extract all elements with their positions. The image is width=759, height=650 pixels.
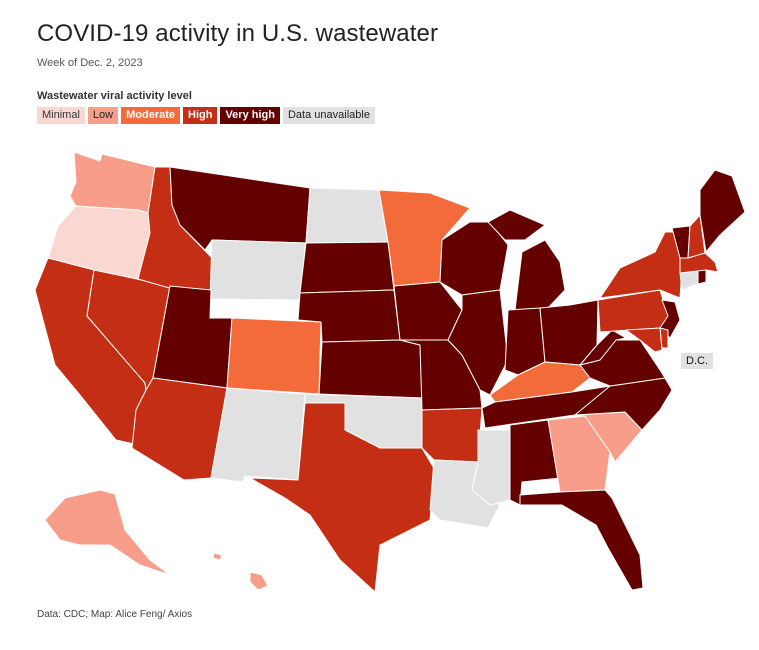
dc-label: D.C. xyxy=(681,353,713,369)
state-SD[interactable] xyxy=(299,241,395,294)
state-AZ[interactable] xyxy=(131,377,228,481)
state-MI-upper[interactable] xyxy=(487,209,546,241)
state-WY[interactable] xyxy=(209,239,307,301)
legend-item-minimal: Minimal xyxy=(37,107,85,124)
state-NY[interactable] xyxy=(599,231,683,299)
state-AK[interactable] xyxy=(44,489,171,576)
state-NM[interactable] xyxy=(210,387,306,483)
state-AR[interactable] xyxy=(421,407,483,463)
legend-item-very-high: Very high xyxy=(220,107,280,124)
state-RI[interactable] xyxy=(697,269,707,285)
legend-title: Wastewater viral activity level xyxy=(37,90,192,102)
state-WV[interactable] xyxy=(579,329,627,366)
state-HI[interactable] xyxy=(249,571,269,591)
state-CO[interactable] xyxy=(226,317,322,395)
state-MS[interactable] xyxy=(471,429,511,506)
state-ME[interactable] xyxy=(699,169,746,253)
state-ND[interactable] xyxy=(305,187,389,244)
state-WA[interactable] xyxy=(69,151,156,214)
legend-item-moderate: Moderate xyxy=(121,107,180,124)
state-IL[interactable] xyxy=(447,289,509,396)
state-NH[interactable] xyxy=(687,214,706,259)
state-GA[interactable] xyxy=(547,415,611,493)
state-HI-islands[interactable] xyxy=(212,552,223,561)
page-subtitle: Week of Dec. 2, 2023 xyxy=(37,57,143,69)
state-NJ[interactable] xyxy=(659,299,681,339)
legend-item-data-unavailable: Data unavailable xyxy=(282,107,375,124)
state-WI[interactable] xyxy=(439,221,509,296)
state-TX[interactable] xyxy=(249,402,436,593)
legend-item-low: Low xyxy=(87,107,119,124)
page-title: COVID-19 activity in U.S. wastewater xyxy=(37,20,439,47)
state-KS[interactable] xyxy=(318,339,423,399)
state-FL[interactable] xyxy=(519,489,644,591)
state-MI[interactable] xyxy=(514,239,566,311)
source-credit: Data: CDC; Map: Alice Feng/ Axios xyxy=(37,609,193,620)
state-MD[interactable] xyxy=(625,327,663,353)
legend: Minimal Low Moderate High Very high Data… xyxy=(37,107,375,124)
legend-item-high: High xyxy=(183,107,218,124)
